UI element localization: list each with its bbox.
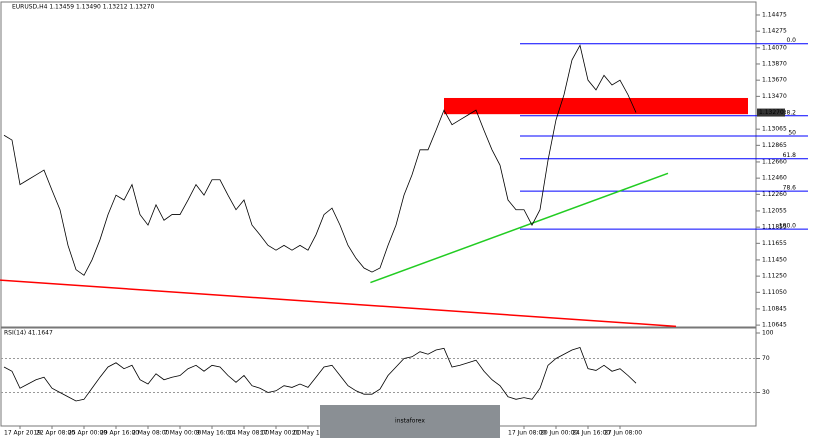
y-tick-label: 1.13470 <box>762 93 787 100</box>
x-tick-label: 22 Apr 08:00 <box>36 430 75 437</box>
y-tick-label: 1.12660 <box>762 158 787 165</box>
x-tick-label: 20 Jun 00:00 <box>540 430 578 437</box>
y-tick-label: 100 <box>762 330 774 337</box>
y-tick-label: 1.14475 <box>762 11 787 18</box>
y-tick-label: 1.11250 <box>762 273 787 280</box>
y-tick-label: 1.13670 <box>762 77 787 84</box>
x-tick-label: 21 May 16:00 <box>292 430 333 437</box>
x-tick-label: 2 May 08:00 <box>132 430 170 437</box>
price-line <box>3 346 637 402</box>
fib-label: 0.0 <box>786 37 796 44</box>
y-tick-label: 1.14275 <box>762 28 787 35</box>
fib-label: 38.2 <box>783 109 797 116</box>
fib-label: 100.0 <box>779 223 796 230</box>
watermark-box <box>320 405 500 438</box>
resistance-zone <box>444 97 748 115</box>
x-tick-label: 9 May 16:00 <box>196 430 234 437</box>
trend-line <box>370 172 669 284</box>
chart-title: EURUSD,H4 1.13459 1.13490 1.13212 1.1327… <box>12 4 154 11</box>
current-price-label: 1.13270 <box>759 109 784 116</box>
x-tick-label: 17 May 00:00 <box>260 430 301 437</box>
y-tick-label: 1.11655 <box>762 240 787 247</box>
price-line <box>3 44 637 276</box>
y-tick-label: 1.13065 <box>762 126 787 133</box>
y-tick-label: 1.13870 <box>762 60 787 67</box>
y-tick-label: 1.12055 <box>762 207 787 214</box>
x-tick-label: 17 Jun 08:00 <box>508 430 546 437</box>
watermark: instaforex <box>395 418 425 425</box>
y-tick-label: 1.11450 <box>762 256 787 263</box>
y-tick-label: 1.10845 <box>762 305 787 312</box>
y-tick-label: 1.12865 <box>762 142 787 149</box>
x-tick-label: 14 May 08:00 <box>228 430 269 437</box>
price-panel <box>0 1 757 328</box>
y-tick-label: 1.11855 <box>762 224 787 231</box>
x-tick-label: 7 May 00:00 <box>164 430 202 437</box>
trend-line <box>0 279 677 328</box>
y-tick-label: 1.14070 <box>762 44 787 51</box>
x-tick-label: 29 Apr 16:00 <box>100 430 139 437</box>
current-price-marker <box>757 108 785 117</box>
fib-label: 50 <box>788 130 796 137</box>
x-tick-label: 17 Apr 2019 <box>4 430 41 437</box>
fib-label: 61.8 <box>783 152 797 159</box>
y-tick-label: 1.12460 <box>762 175 787 182</box>
y-tick-label: 1.11050 <box>762 289 787 296</box>
rsi-title: RSI(14) 41.1647 <box>4 330 53 337</box>
y-tick-label: 1.10645 <box>762 322 787 329</box>
y-tick-label: 1.12260 <box>762 191 787 198</box>
x-tick-label: 24 Jun 16:00 <box>572 430 610 437</box>
fib-label: 78.6 <box>783 185 797 192</box>
x-tick-label: 25 Apr 00:00 <box>68 430 107 437</box>
x-tick-label: 27 Jun 08:00 <box>604 430 642 437</box>
y-tick-label: 30 <box>762 389 770 396</box>
y-tick-label: 70 <box>762 355 770 362</box>
